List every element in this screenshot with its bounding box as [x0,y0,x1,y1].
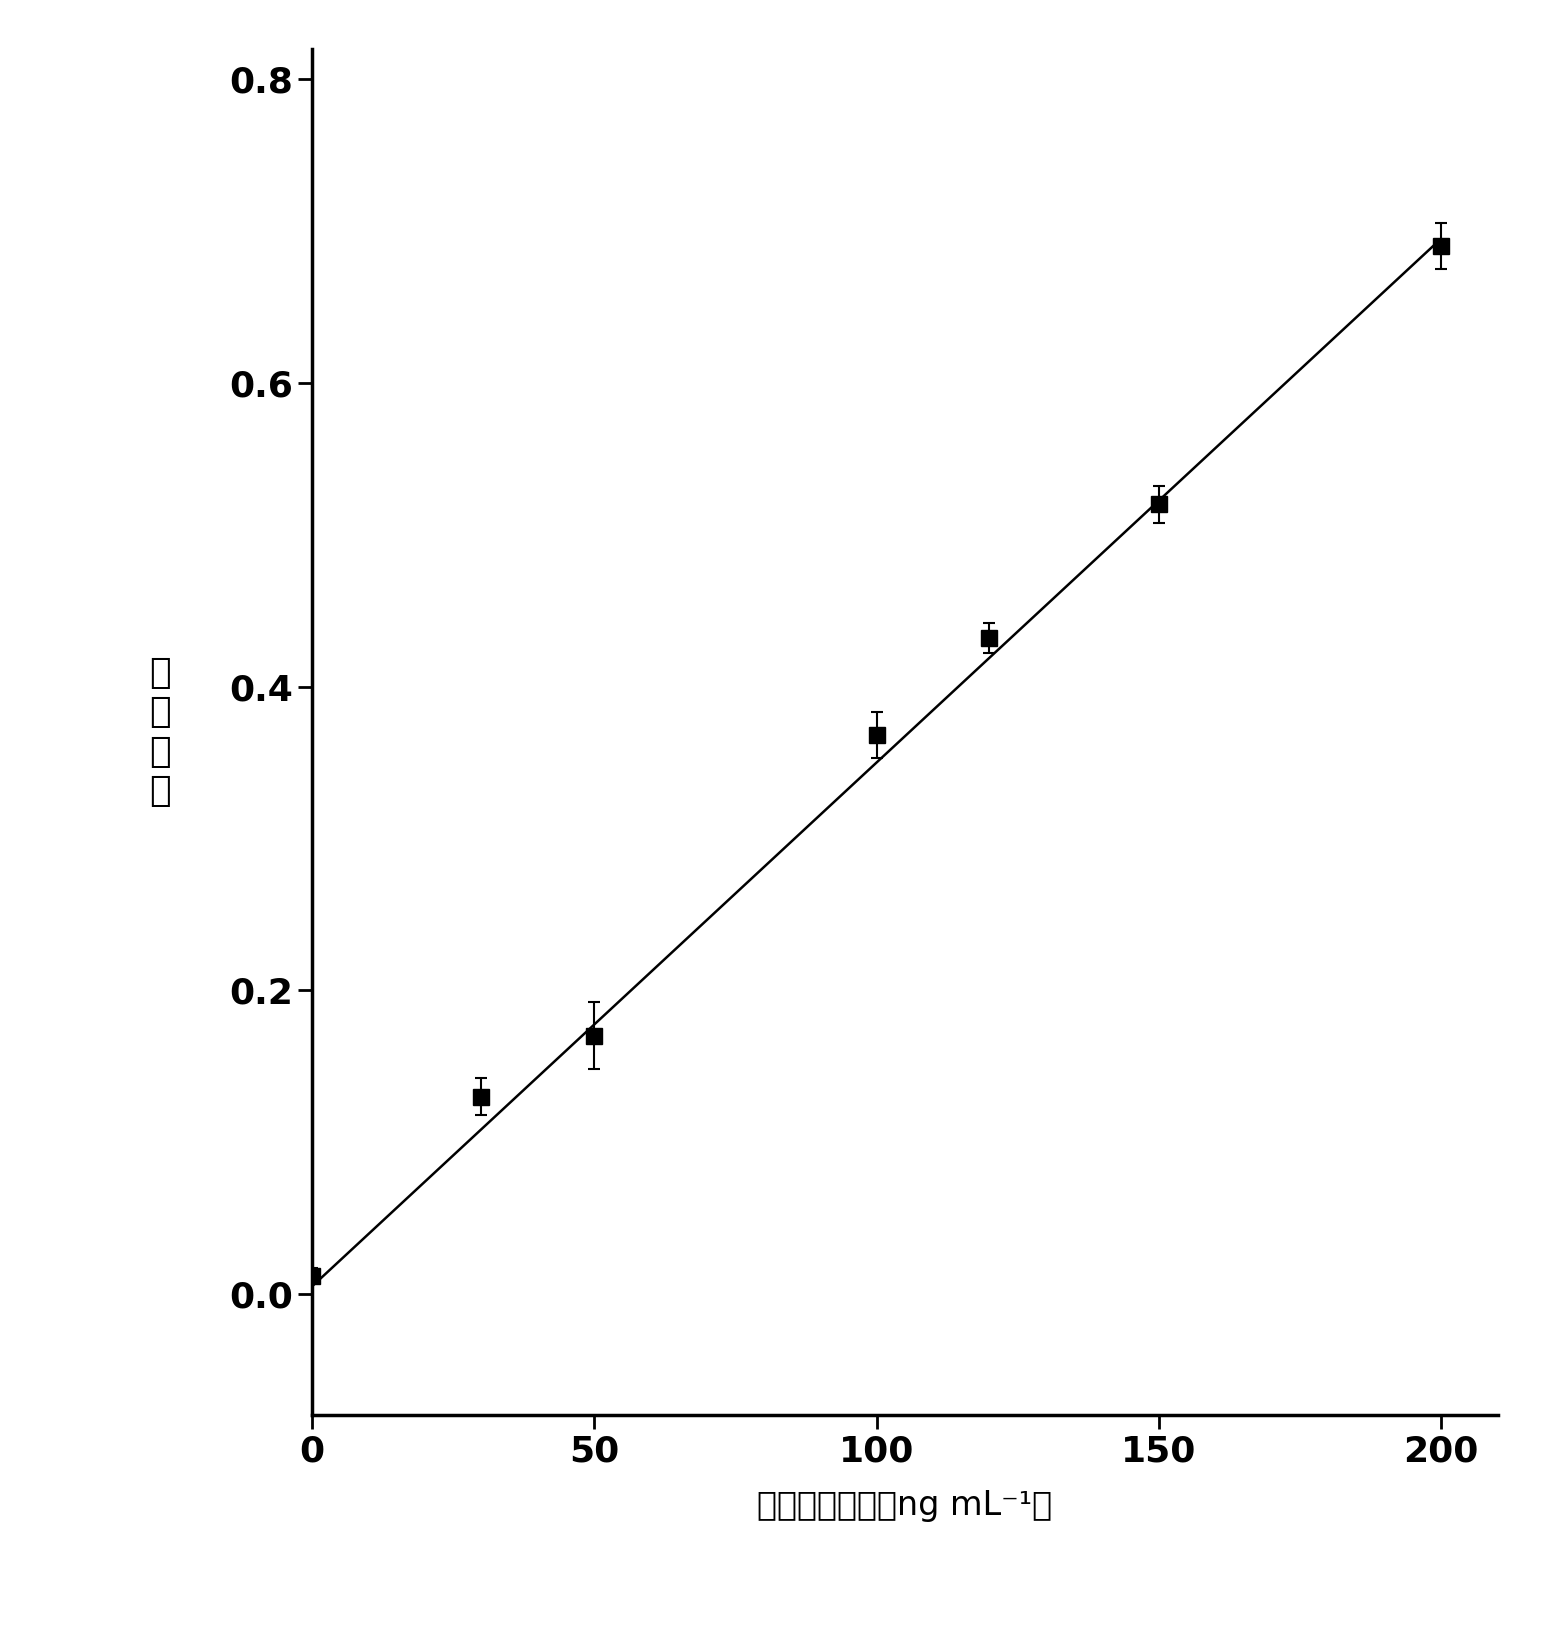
X-axis label: 胵蛋白酶浓度（ng mL⁻¹）: 胵蛋白酶浓度（ng mL⁻¹） [757,1489,1053,1523]
Y-axis label: 吸
光
度
差: 吸 光 度 差 [150,656,170,809]
